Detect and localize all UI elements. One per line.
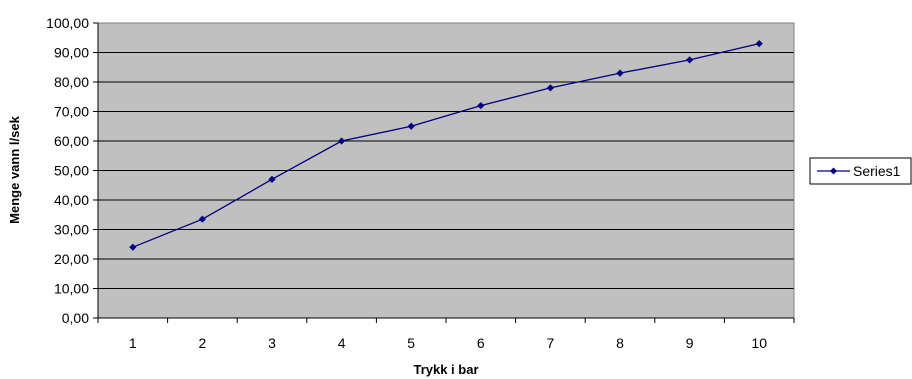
y-tick-label: 90,00 [54,45,89,61]
data-point [338,137,346,145]
data-point [407,122,415,130]
gridlines [97,22,795,319]
y-tick-label: 50,00 [54,163,89,179]
x-tick-label: 7 [547,335,555,351]
x-tick-label: 3 [268,335,276,351]
y-tick-label: 0,00 [62,310,89,326]
series-group [129,40,763,251]
data-point [268,175,276,183]
x-tick-label: 6 [477,335,485,351]
x-axis: 1 2 3 4 5 6 7 8 9 10 [97,317,795,351]
y-tick-label: 100,00 [46,15,89,31]
y-tick-label: 30,00 [54,222,89,238]
data-point [477,102,485,110]
data-point [686,56,694,64]
x-tick-label: 5 [407,335,415,351]
y-tick-label: 70,00 [54,104,89,120]
y-tick-label: 80,00 [54,74,89,90]
data-point [546,84,554,92]
legend: Series1 [809,157,912,185]
data-point [616,69,624,77]
y-tick-label: 10,00 [54,281,89,297]
y-tick-label: 20,00 [54,251,89,267]
x-tick-label: 8 [616,335,624,351]
x-tick-label: 2 [199,335,207,351]
x-tick-label: 9 [686,335,694,351]
legend-label: Series1 [853,163,901,179]
data-point [755,40,763,48]
data-point [129,243,137,251]
y-tick-label: 40,00 [54,192,89,208]
y-axis-title: Menge vann l/sek [7,115,22,223]
x-tick-label: 1 [129,335,137,351]
x-tick-label: 10 [751,335,767,351]
y-axis: 0,00 10,00 20,00 30,00 40,00 50,00 60,00 70,00 8… [46,15,99,326]
x-tick-label: 4 [338,335,346,351]
data-point [198,215,206,223]
x-axis-title: Trykk i bar [413,362,478,377]
series-line [132,43,760,248]
legend-diamond-marker [830,167,837,175]
y-tick-label: 60,00 [54,133,89,149]
